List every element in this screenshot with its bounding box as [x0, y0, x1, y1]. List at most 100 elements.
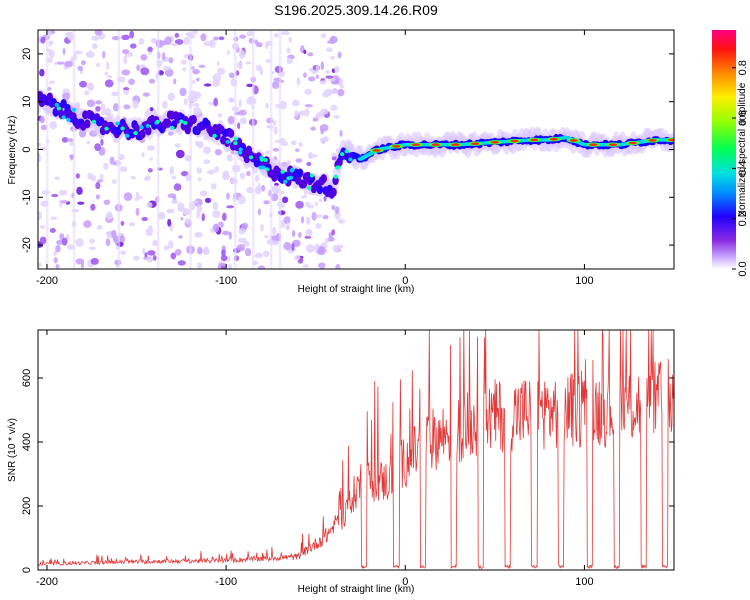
noise-blob: [140, 67, 150, 76]
noise-blob: [38, 154, 42, 163]
noise-blob: [305, 244, 315, 254]
noise-blob: [144, 252, 148, 259]
noise-blob: [283, 241, 292, 251]
noise-blob: [84, 90, 90, 96]
noise-blob: [288, 36, 293, 43]
noise-blob: [152, 255, 157, 261]
noise-blob: [54, 176, 60, 181]
noise-blob: [315, 74, 319, 79]
noise-blob: [85, 50, 95, 59]
noise-blob: [272, 147, 280, 152]
noise-blob: [162, 65, 172, 71]
noise-blob: [70, 154, 74, 161]
ridge-spot: [145, 123, 151, 128]
noise-blob: [173, 78, 177, 85]
ridge-peak: [609, 143, 618, 147]
noise-blob: [216, 61, 220, 66]
noise-blob: [212, 201, 219, 211]
ridge-peak: [648, 139, 657, 142]
noise-blob: [40, 36, 46, 44]
noise-blob: [221, 212, 227, 222]
snr-frame: [37, 329, 675, 571]
noise-blob: [56, 239, 64, 245]
noise-blob: [320, 127, 324, 135]
noise-blob: [226, 50, 231, 55]
y-tick-label: 400: [21, 433, 33, 451]
noise-blob: [290, 140, 297, 146]
noise-blob: [261, 185, 266, 192]
ridge-peak: [530, 138, 539, 142]
noise-blob: [322, 136, 329, 142]
snr-axes: -200 -100 0 100 0 200 400 600: [21, 330, 674, 588]
noise-blob: [120, 220, 125, 226]
noise-blob: [147, 168, 153, 173]
noise-blob: [283, 216, 291, 225]
noise-blob: [295, 200, 304, 209]
noise-blob: [161, 100, 168, 109]
y-tick-label: 0: [21, 567, 33, 573]
noise-blob: [136, 64, 140, 72]
noise-blob: [75, 258, 85, 265]
noise-blob: [202, 146, 211, 155]
noise-blob: [317, 246, 326, 256]
noise-blob: [61, 237, 68, 246]
noise-blob: [254, 175, 260, 183]
noise-blob: [226, 153, 233, 162]
noise-blob: [286, 57, 293, 65]
noise-blob: [111, 91, 120, 97]
noise-blob: [259, 67, 264, 76]
x-tick-label: -100: [215, 576, 237, 588]
noise-blob: [120, 250, 126, 256]
ridge-peak: [510, 139, 519, 143]
noise-blob: [337, 218, 346, 224]
ridge-spot: [120, 126, 125, 131]
colorbar-tick-label: 0.0: [737, 261, 749, 276]
ridge-spot: [280, 169, 285, 174]
noise-blob: [254, 252, 263, 259]
noise-blob: [236, 243, 245, 251]
noise-blob: [86, 83, 92, 89]
snr-series-line: [38, 330, 674, 570]
noise-blob: [48, 49, 55, 59]
ridge-peak: [372, 149, 381, 152]
snr-ylabel: SNR (10 * v/v): [7, 418, 18, 482]
ridge-core: [133, 123, 140, 133]
noise-blob: [76, 186, 83, 196]
noise-blob: [310, 126, 316, 131]
noise-blob: [53, 61, 58, 65]
noise-blob: [273, 126, 278, 135]
ridge-spot: [56, 106, 62, 111]
noise-blob: [311, 211, 317, 221]
noise-blob: [62, 88, 70, 94]
ridge-spot: [225, 139, 230, 144]
noise-blob: [162, 52, 166, 61]
noise-blob: [147, 250, 156, 256]
ridge-spot: [183, 120, 188, 125]
noise-blob: [226, 256, 231, 262]
noise-blob: [130, 175, 136, 180]
figure-title: S196.2025.309.14.26.R09: [274, 2, 438, 18]
noise-blob: [286, 159, 291, 165]
noise-blob: [220, 254, 228, 262]
noise-blob: [157, 211, 166, 220]
noise-blob: [94, 30, 103, 36]
noise-blob: [257, 182, 261, 192]
noise-blob: [208, 39, 216, 48]
noise-blob: [280, 141, 289, 147]
noise-blob: [169, 166, 175, 175]
noise-blob: [294, 255, 301, 261]
noise-blob: [120, 234, 125, 244]
noise-blob: [217, 113, 223, 118]
y-tick-label: 0: [21, 146, 33, 152]
noise-blob: [330, 55, 335, 60]
noise-blob: [74, 50, 83, 55]
noise-blob: [149, 157, 153, 161]
noise-blob: [148, 225, 153, 234]
ridge-peak: [451, 143, 460, 147]
ridge-core: [84, 119, 91, 129]
noise-blob: [307, 204, 315, 209]
ridge-core: [296, 168, 304, 178]
noise-blob: [196, 167, 203, 174]
noise-blob: [174, 248, 182, 256]
